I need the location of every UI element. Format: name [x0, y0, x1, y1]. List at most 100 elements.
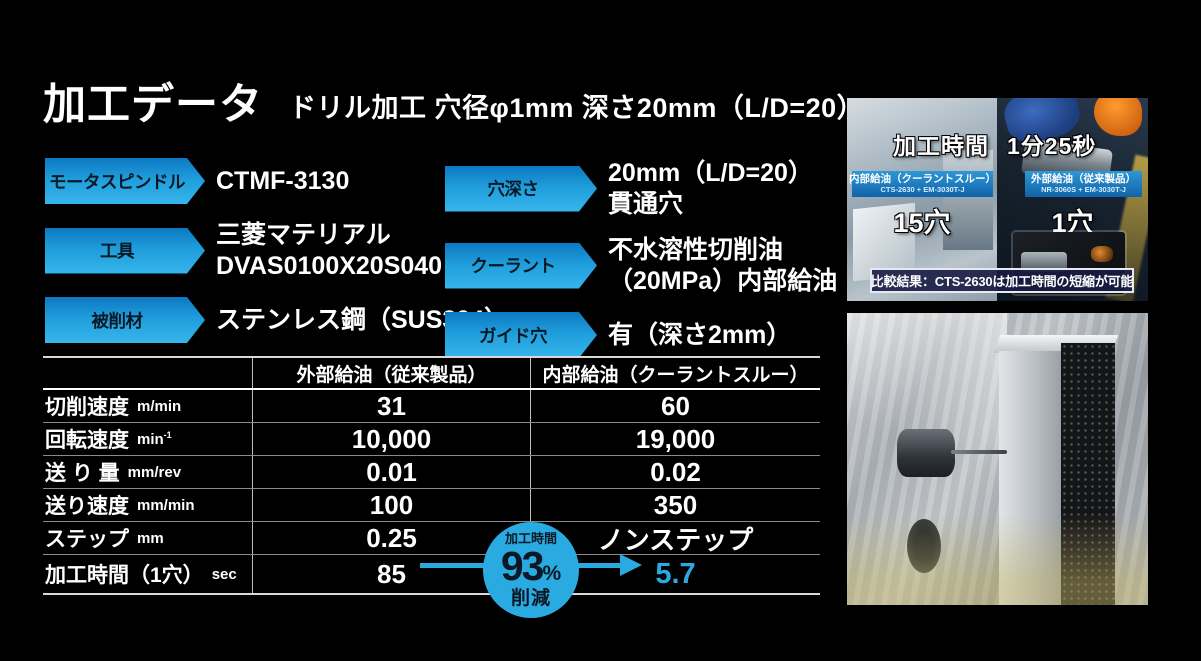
spec-value-line: 貫通穴 [608, 189, 684, 218]
arrow-label-workpiece: 被削材 [45, 297, 205, 343]
cell-internal: 19,000 [530, 423, 820, 455]
page-subtitle: ドリル加工 穴径φ1mm 深さ20mm（L/D=20） [289, 93, 865, 123]
hole-shape [907, 519, 941, 573]
cell-external: 0.25 [252, 522, 530, 554]
row-unit: mm/min [137, 496, 195, 514]
reduction-arrow-head-icon [620, 554, 642, 576]
spec-value-guide-hole: 有（深さ2mm） [608, 320, 791, 351]
row-label: 加工時間（1穴） [45, 564, 204, 587]
table-row-step: ステップ mm 0.25 ノンステップ [43, 522, 820, 555]
row-unit: min-1 [137, 430, 172, 448]
glass-reflection-shape [847, 313, 1007, 523]
cell-external: 100 [252, 489, 530, 521]
badge-label-bottom: 削減 [510, 588, 551, 609]
row-unit: sec [211, 565, 237, 583]
page-header: 加工データ ドリル加工 穴径φ1mm 深さ20mm（L/D=20） [43, 84, 864, 127]
spec-value-line: CTMF-3130 [216, 166, 350, 195]
machining-comparison-table: 外部給油（従来製品） 内部給油（クーラントスルー） 切削速度 m/min 31 … [43, 356, 820, 595]
spindle-shape [1021, 252, 1067, 272]
banner-external-supply: 外部給油（従来製品） NR-3060S + EM-3030T-J [1025, 171, 1142, 197]
spec-value-tool: 三菱マテリアル DVAS0100X20S040 [216, 220, 442, 281]
table-row-machining-time: 加工時間（1穴） sec 85 5.7 [43, 555, 820, 593]
spec-value-coolant: 不水溶性切削油 （20MPa）内部給油 [608, 235, 837, 296]
row-header: 送り速度 mm/min [43, 489, 252, 521]
arrow-label-guide-hole: ガイド穴 [445, 312, 597, 358]
machining-time-value: 1分25秒 [1007, 133, 1097, 159]
spec-value-line: 三菱マテリアル [216, 221, 391, 249]
spec-value-hole-depth: 20mm（L/D=20） 貫通穴 [608, 158, 813, 219]
row-unit: m/min [137, 397, 182, 415]
badge-percent-row: 93 % [501, 546, 561, 587]
cell-external: 85 [252, 555, 530, 593]
spec-value-line: （20MPa）内部給油 [608, 266, 838, 295]
spec-column-left: モータスピンドル CTMF-3130 工具 三菱マテリアル DVAS0100X2… [45, 158, 509, 359]
row-label: 回転速度 [45, 429, 129, 452]
table-row-feed-speed: 送り速度 mm/min 100 350 [43, 489, 820, 522]
cell-internal: 350 [530, 489, 820, 521]
arrow-label-coolant: クーラント [445, 243, 597, 289]
spec-row-coolant: クーラント 不水溶性切削油 （20MPa）内部給油 [445, 235, 837, 296]
cell-external: 0.01 [252, 456, 530, 488]
unit-superscript: -1 [163, 430, 172, 440]
spec-value-motor-spindle: CTMF-3130 [216, 166, 349, 197]
table-header-row: 外部給油（従来製品） 内部給油（クーラントスルー） [43, 358, 820, 390]
machining-photo [847, 313, 1148, 605]
row-header: 切削速度 m/min [43, 390, 252, 422]
cell-external: 31 [252, 390, 530, 422]
badge-percent-value: 93 [500, 543, 545, 589]
table-row-rotation-speed: 回転速度 min-1 10,000 19,000 [43, 423, 820, 456]
spec-value-line: DVAS0100X20S040 [216, 251, 443, 280]
workpiece-silver-face-shape [999, 351, 1061, 605]
table-header-internal-supply: 内部給油（クーラントスルー） [530, 358, 820, 388]
spec-row-hole-depth: 穴深さ 20mm（L/D=20） 貫通穴 [445, 158, 837, 219]
row-header: 送 り 量 mm/rev [43, 456, 252, 488]
table-header-external-supply: 外部給油（従来製品） [252, 358, 530, 388]
row-label: 送 り 量 [45, 462, 120, 485]
video-still-comparison: 加工時間 1分25秒 内部給油（クーラントスルー） CTS-2630 + EM-… [847, 98, 1148, 301]
table-header-blank [43, 358, 252, 388]
page-title: 加工データ [43, 81, 263, 129]
workpiece-perforated-face-shape [1061, 343, 1115, 605]
row-header: ステップ mm [43, 522, 252, 554]
banner-internal-supply: 内部給油（クーラントスルー） CTS-2630 + EM-3030T-J [849, 171, 996, 197]
drill-bit-shape [951, 450, 1007, 454]
machine-block-shape [943, 150, 993, 250]
banner-title: 内部給油（クーラントスルー） [849, 173, 996, 186]
row-label: ステップ [45, 528, 129, 551]
spec-row-workpiece: 被削材 ステンレス鋼（SUS304） [45, 297, 509, 343]
row-unit: mm/rev [127, 463, 182, 481]
spec-row-tool: 工具 三菱マテリアル DVAS0100X20S040 [45, 220, 442, 281]
row-header: 加工時間（1穴） sec [43, 555, 252, 593]
cell-internal: 60 [530, 390, 820, 422]
cell-external: 10,000 [252, 423, 530, 455]
comparison-result-caption: 比較結果：CTS-2630は加工時間の短縮が可能 [870, 268, 1134, 293]
row-header: 回転速度 min-1 [43, 423, 252, 455]
badge-label-top: 加工時間 [504, 531, 557, 546]
arrow-label-motor-spindle: モータスピンドル [45, 158, 205, 204]
holes-count-left: 15穴 [893, 208, 951, 238]
spec-value-line: 20mm（L/D=20） [608, 159, 813, 187]
spec-row-guide-hole: ガイド穴 有（深さ2mm） [445, 312, 837, 358]
oil-tint-shape [847, 513, 1148, 605]
highlighted-result-value: 5.7 [655, 557, 696, 590]
arrow-label-hole-depth: 穴深さ [445, 166, 597, 212]
spec-column-right: 穴深さ 20mm（L/D=20） 貫通穴 クーラント 不水溶性切削油 （20MP… [445, 158, 837, 374]
row-unit: mm [137, 529, 164, 547]
table-row-feed-amount: 送 り 量 mm/rev 0.01 0.02 [43, 456, 820, 489]
reduction-badge: 加工時間 93 % 削減 [483, 522, 579, 618]
cell-internal: ノンステップ [530, 522, 820, 555]
video-left-scene [847, 98, 997, 301]
row-label: 切削速度 [45, 396, 129, 419]
workpiece-glint-shape [1091, 246, 1113, 262]
badge-percent-sign: % [542, 562, 562, 585]
spec-value-line: 有（深さ2mm） [608, 320, 792, 349]
collet-shape [897, 429, 955, 477]
spec-row-motor-spindle: モータスピンドル CTMF-3130 [45, 158, 437, 204]
banner-model: CTS-2630 + EM-3030T-J [880, 184, 965, 194]
machine-part-shape [1094, 98, 1142, 136]
arrow-label-tool: 工具 [45, 228, 205, 274]
banner-model: NR-3060S + EM-3030T-J [1041, 184, 1126, 194]
row-label: 送り速度 [45, 495, 129, 518]
cell-internal: 0.02 [530, 456, 820, 488]
